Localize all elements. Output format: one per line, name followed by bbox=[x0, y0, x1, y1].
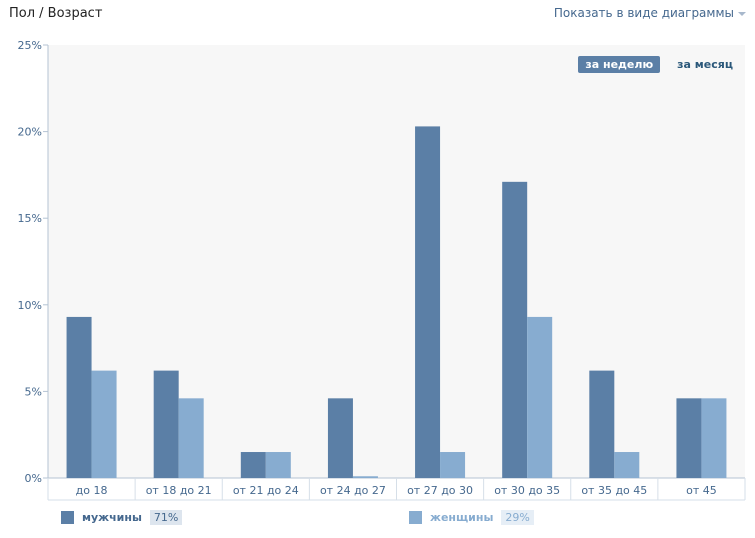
x-tick-label: от 24 до 27 bbox=[320, 484, 386, 497]
y-tick-label: 20% bbox=[18, 126, 42, 139]
bar-women bbox=[265, 452, 291, 478]
chevron-down-icon bbox=[738, 11, 746, 16]
period-month-button[interactable]: за месяц bbox=[677, 58, 733, 71]
x-tick-label: от 35 до 45 bbox=[581, 484, 647, 497]
legend-women[interactable]: женщины 29% bbox=[409, 510, 534, 525]
y-tick-label: 25% bbox=[18, 39, 42, 52]
bar-men bbox=[240, 452, 266, 478]
x-tick-label: от 27 до 30 bbox=[407, 484, 473, 497]
legend-men[interactable]: мужчины 71% bbox=[61, 510, 183, 525]
legend-women-swatch bbox=[409, 511, 422, 524]
legend-women-label: женщины bbox=[430, 511, 494, 524]
page-title: Пол / Возраст bbox=[9, 6, 103, 21]
bar-men bbox=[676, 398, 702, 478]
bar-women bbox=[91, 370, 117, 478]
legend-women-percent: 29% bbox=[501, 510, 534, 525]
legend-men-percent: 71% bbox=[149, 510, 183, 525]
y-tick-label: 0% bbox=[25, 472, 42, 485]
bar-women bbox=[614, 452, 640, 478]
bar-men bbox=[502, 181, 528, 478]
view-mode-label: Показать в виде диаграммы bbox=[553, 6, 734, 20]
bar-women bbox=[440, 452, 466, 478]
period-toggle: за неделю за месяц bbox=[578, 56, 740, 73]
y-tick-label: 15% bbox=[18, 212, 42, 225]
bar-women bbox=[701, 398, 727, 478]
y-tick-label: 5% bbox=[25, 385, 42, 398]
x-tick-label: от 45 bbox=[686, 484, 717, 497]
legend-men-label: мужчины bbox=[82, 511, 142, 524]
period-week-button[interactable]: за неделю bbox=[578, 56, 661, 73]
bar-men bbox=[415, 126, 441, 479]
x-tick-label: от 30 до 35 bbox=[494, 484, 560, 497]
bar-men bbox=[153, 370, 179, 478]
bar-women bbox=[527, 316, 553, 478]
view-mode-dropdown[interactable]: Показать в виде диаграммы bbox=[554, 6, 746, 20]
x-tick-label: от 21 до 24 bbox=[233, 484, 299, 497]
bar-men bbox=[327, 398, 353, 478]
x-tick-label: от 18 до 21 bbox=[146, 484, 212, 497]
bar-women bbox=[178, 398, 204, 478]
bar-men bbox=[589, 370, 615, 478]
bar-women bbox=[352, 476, 378, 478]
y-tick-label: 10% bbox=[18, 299, 42, 312]
bar-men bbox=[66, 316, 92, 478]
x-tick-label: до 18 bbox=[76, 484, 108, 497]
legend-men-swatch bbox=[61, 511, 74, 524]
